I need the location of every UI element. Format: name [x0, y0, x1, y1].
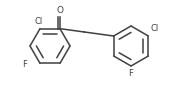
Text: O: O [56, 6, 63, 15]
Text: Cl: Cl [150, 24, 159, 33]
Text: F: F [22, 60, 27, 69]
Text: Cl: Cl [35, 17, 43, 26]
Text: F: F [129, 69, 133, 78]
